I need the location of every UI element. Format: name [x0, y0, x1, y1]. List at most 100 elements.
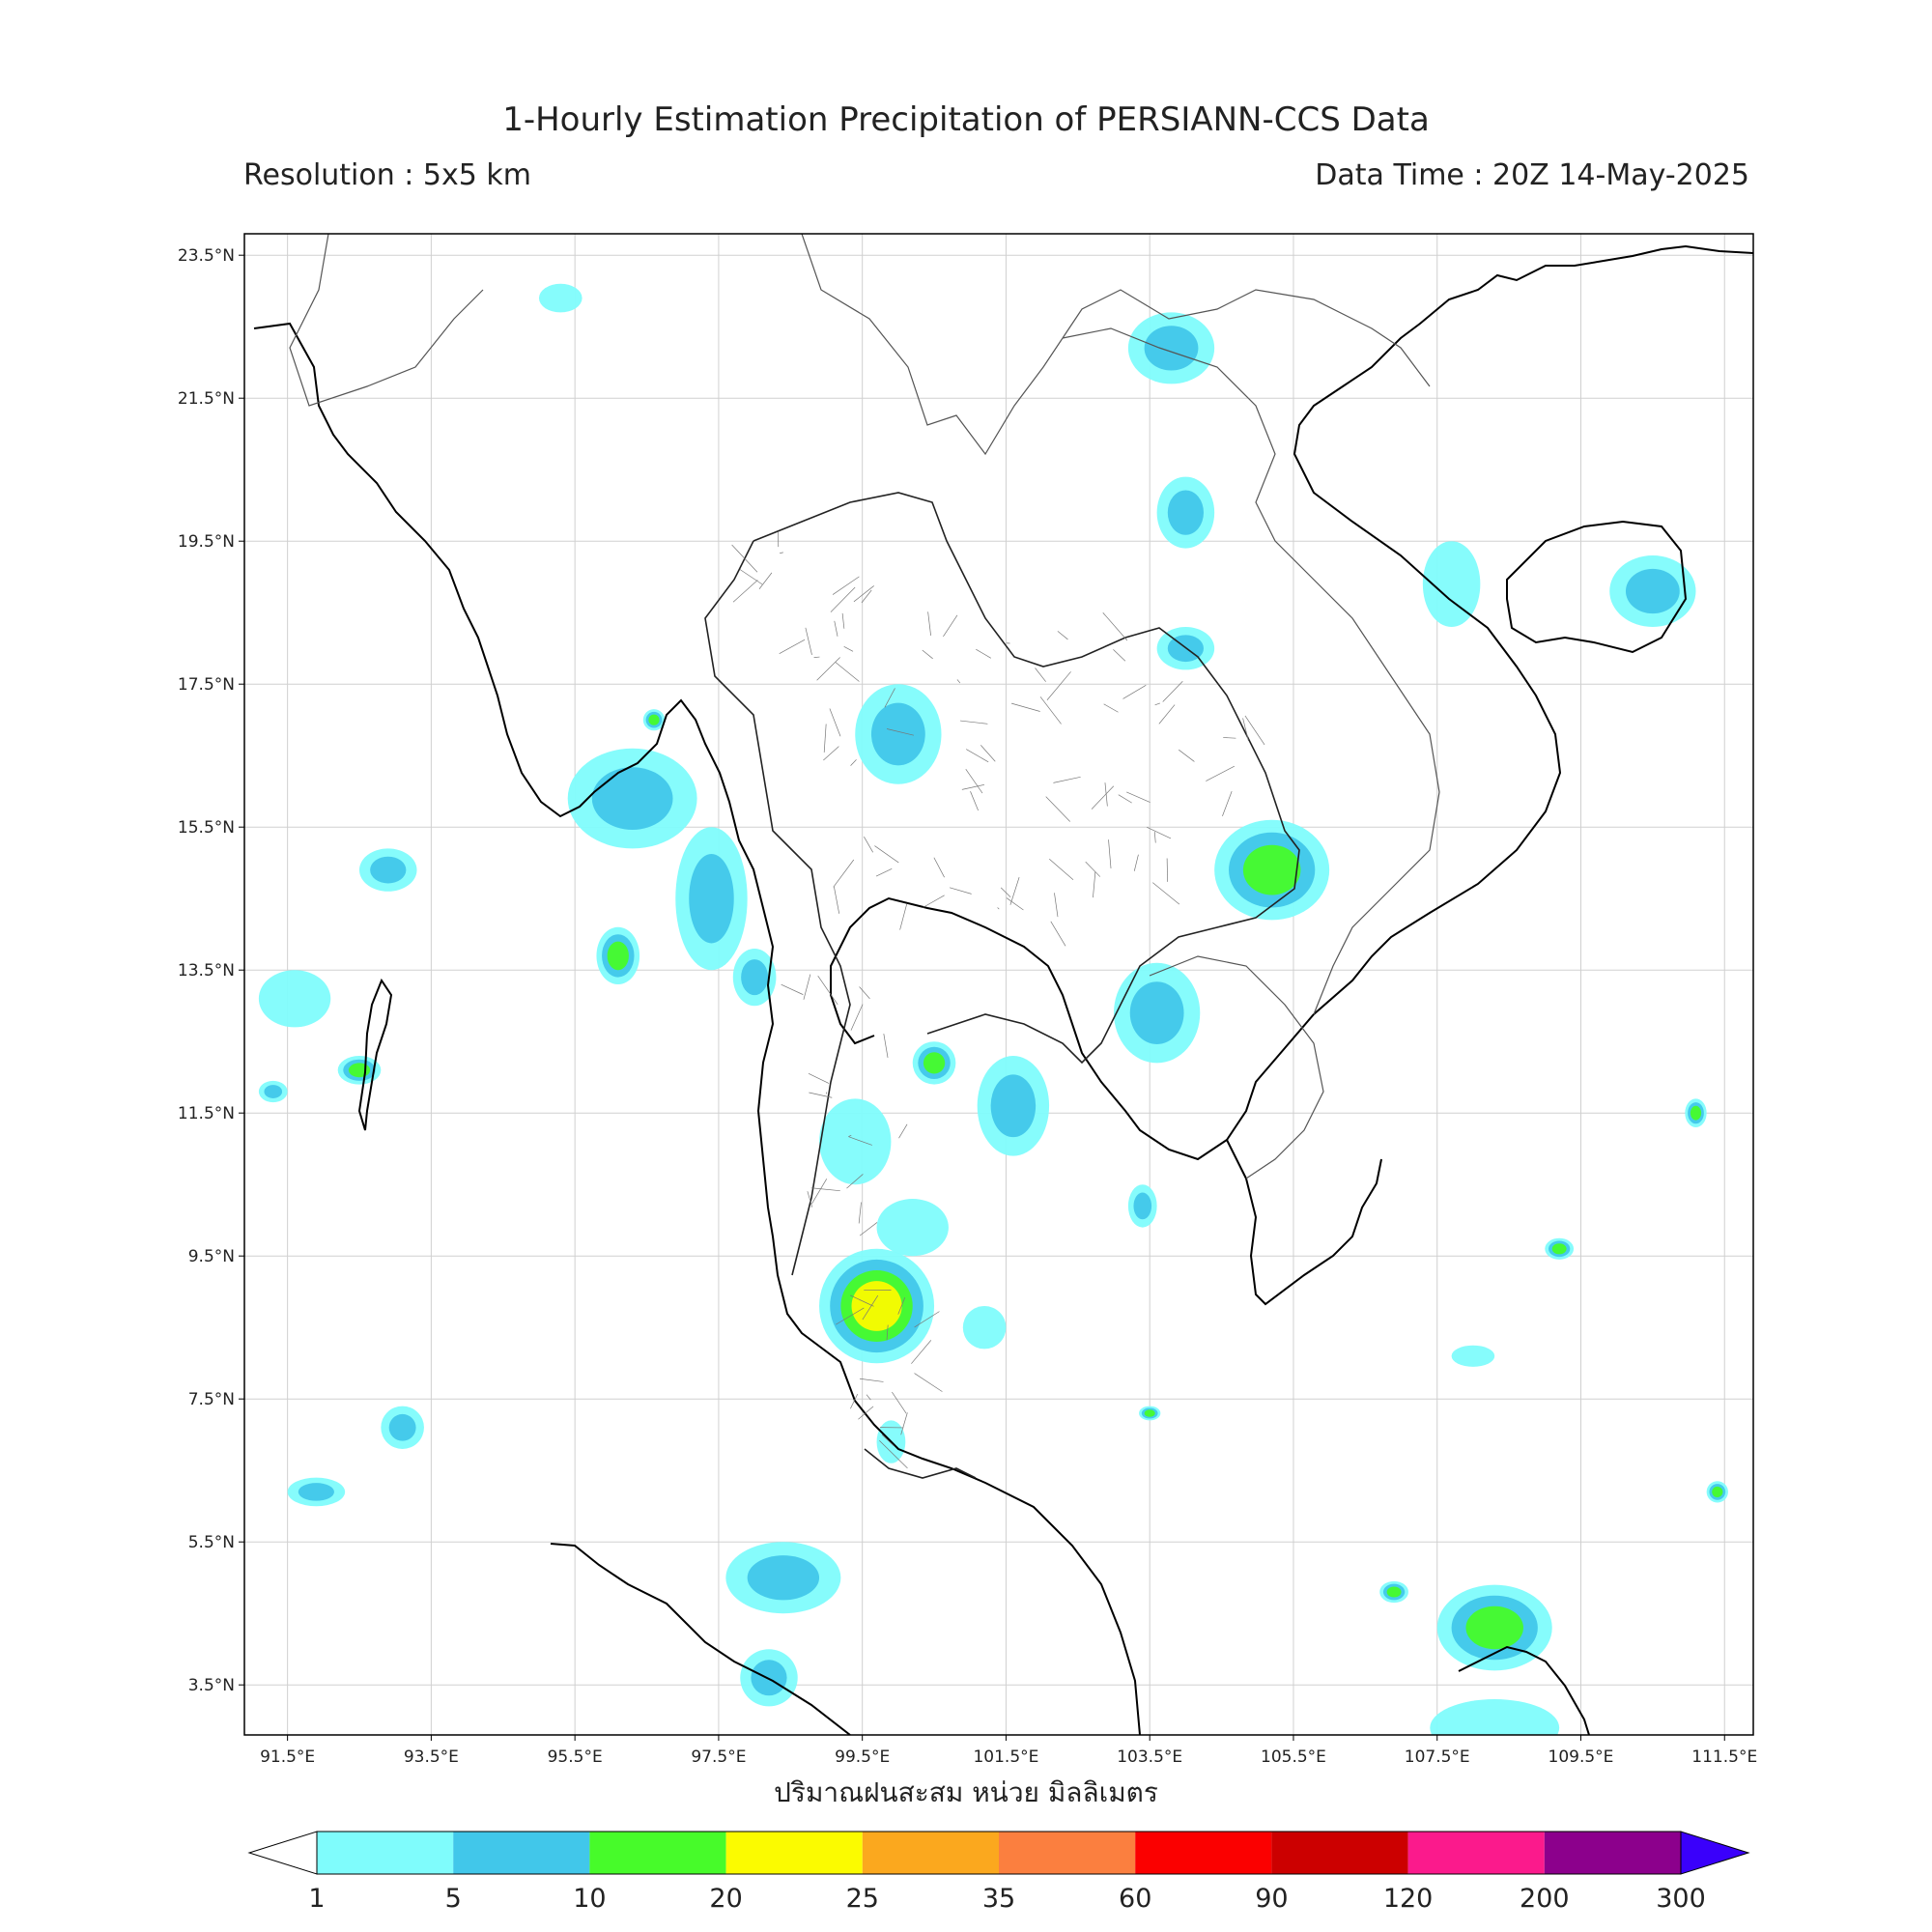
province-line — [832, 576, 860, 595]
coastline-mekong-delta — [1226, 1139, 1382, 1306]
myanmar-laos-border — [801, 234, 1064, 456]
province-line — [758, 572, 773, 589]
province-line — [980, 745, 996, 762]
province-line — [834, 620, 838, 637]
province-line — [1046, 671, 1071, 700]
province-line — [914, 1373, 943, 1392]
province-line — [933, 857, 945, 878]
precip-cell — [819, 1248, 935, 1364]
lat-tick-label: 3.5°N — [188, 1676, 235, 1695]
precip-cell — [1545, 1237, 1575, 1260]
province-line — [961, 783, 985, 790]
province-line — [899, 903, 908, 930]
province-line — [1045, 796, 1070, 822]
province-line — [1162, 680, 1183, 702]
province-line — [816, 657, 840, 681]
province-line — [780, 552, 783, 554]
province-line — [859, 986, 870, 1000]
lat-tick-label: 7.5°N — [188, 1390, 235, 1409]
precip-cell — [876, 1199, 949, 1257]
country-borders — [289, 234, 1440, 1479]
lon-tick-label: 99.5°E — [835, 1747, 890, 1767]
precip-cell — [740, 1649, 798, 1707]
province-line — [970, 791, 979, 811]
precip-cell — [258, 970, 331, 1028]
province-line — [862, 1294, 879, 1321]
precip-cell — [725, 1542, 841, 1614]
province-line — [803, 974, 811, 1000]
coastline-hainan — [1506, 520, 1688, 654]
lon-tick-label: 97.5°E — [691, 1747, 746, 1767]
resolution-label: Resolution : 5x5 km — [243, 158, 531, 192]
lat-tick-label: 21.5°N — [178, 389, 235, 409]
province-line — [861, 589, 872, 604]
province-line — [1091, 785, 1115, 810]
province-line — [833, 859, 855, 888]
province-line — [1222, 790, 1233, 817]
precip-cell — [1436, 1584, 1552, 1671]
precip-cell — [1379, 1580, 1408, 1604]
china-vietnam-border — [1062, 289, 1431, 387]
precipitation-layer — [258, 283, 1728, 1735]
precip-cell — [819, 1098, 892, 1185]
province-line — [830, 586, 856, 612]
province-line — [859, 1378, 884, 1382]
province-line — [1242, 718, 1249, 741]
province-line — [843, 645, 854, 652]
province-line — [846, 1174, 864, 1189]
province-boundaries — [731, 531, 1265, 1469]
province-line — [866, 1394, 871, 1401]
province-line — [1118, 794, 1132, 804]
province-line — [1093, 871, 1096, 898]
province-line — [1009, 877, 1020, 905]
province-line — [875, 868, 893, 877]
province-line — [897, 1297, 906, 1315]
province-line — [834, 886, 840, 914]
lat-tick-label: 11.5°N — [178, 1104, 235, 1123]
lat-tick-label: 9.5°N — [188, 1247, 235, 1266]
axis-ticks: 23.5°N 21.5°N 19.5°N 17.5°N 15.5°N 13.5°N 11.5… — [178, 246, 1757, 1767]
precip-cell — [596, 926, 640, 985]
province-line — [848, 1136, 872, 1146]
province-line — [1085, 861, 1101, 877]
province-line — [813, 656, 820, 658]
lon-tick-label: 101.5°E — [973, 1747, 1038, 1767]
province-line — [836, 1307, 865, 1325]
province-line — [810, 1187, 840, 1192]
cambodia-border — [1149, 955, 1324, 1179]
x-axis-label: ปริมาณฝนสะสม หน่วย มิลลิเมตร — [774, 1776, 1158, 1808]
province-line — [1053, 776, 1081, 783]
precip-cell — [1127, 1184, 1157, 1228]
province-line — [956, 679, 961, 684]
precip-cell — [675, 827, 748, 971]
province-line — [1206, 765, 1235, 781]
province-line — [850, 1004, 864, 1031]
lon-tick-label: 103.5°E — [1117, 1747, 1182, 1767]
lat-tick-label: 5.5°N — [188, 1533, 235, 1552]
map-frame — [243, 233, 1754, 1736]
precip-cell — [381, 1406, 424, 1450]
province-line — [823, 724, 827, 753]
lat-tick-label: 15.5°N — [178, 818, 235, 838]
province-line — [1158, 704, 1176, 724]
province-line — [1244, 715, 1265, 746]
lon-tick-label: 105.5°E — [1261, 1747, 1326, 1767]
precip-cell — [1139, 1406, 1161, 1421]
province-line — [911, 1340, 932, 1364]
lon-tick-label: 107.5°E — [1405, 1747, 1470, 1767]
precip-cell — [962, 1306, 1007, 1350]
precip-cell — [642, 709, 666, 731]
coastline-gulf-east — [830, 244, 1753, 1161]
province-line — [879, 1440, 908, 1469]
province-line — [848, 1135, 852, 1137]
province-line — [739, 569, 763, 585]
province-line — [808, 1072, 830, 1084]
lat-tick-label: 23.5°N — [178, 246, 235, 266]
province-line — [976, 648, 992, 659]
province-line — [922, 649, 933, 660]
coastline-sumatra — [550, 1543, 851, 1735]
province-line — [1050, 921, 1066, 947]
precip-cell — [337, 1056, 382, 1085]
province-line — [864, 837, 873, 853]
province-line — [779, 639, 806, 655]
